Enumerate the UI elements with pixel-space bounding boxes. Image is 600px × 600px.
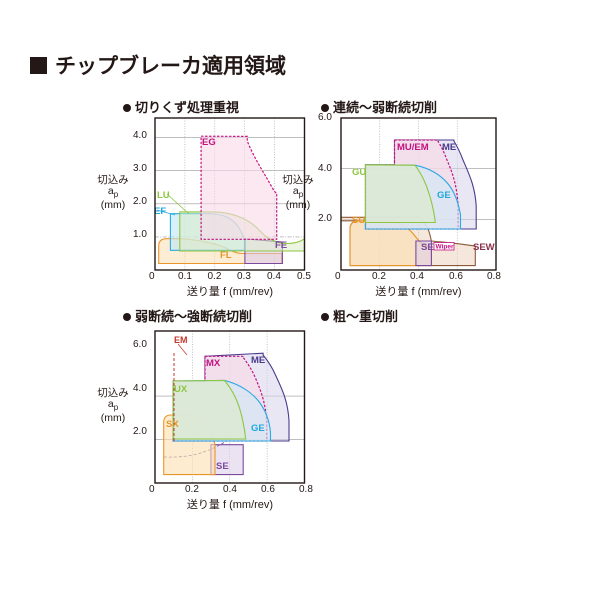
svg-text:SU: SU (352, 215, 365, 226)
svg-text:GE: GE (437, 190, 451, 201)
svg-text:SE: SE (421, 242, 434, 253)
svg-text:GE: GE (251, 423, 265, 434)
svg-text:ME: ME (251, 355, 265, 366)
svg-text:FE: FE (275, 240, 287, 251)
svg-text:GU: GU (352, 167, 366, 178)
svg-text:EF: EF (154, 206, 166, 217)
svg-text:SEW: SEW (473, 242, 495, 253)
svg-text:LU: LU (157, 190, 170, 201)
svg-text:Wiper: Wiper (436, 244, 454, 251)
svg-text:EG: EG (202, 137, 216, 148)
svg-text:SX: SX (166, 419, 179, 430)
svg-text:ME: ME (442, 142, 456, 153)
svg-text:FL: FL (220, 250, 232, 261)
svg-text:SE: SE (216, 461, 229, 472)
svg-text:MU/EM: MU/EM (397, 142, 429, 153)
svg-text:UX: UX (174, 384, 188, 395)
svg-text:EM: EM (174, 335, 188, 345)
svg-text:MX: MX (206, 358, 221, 369)
